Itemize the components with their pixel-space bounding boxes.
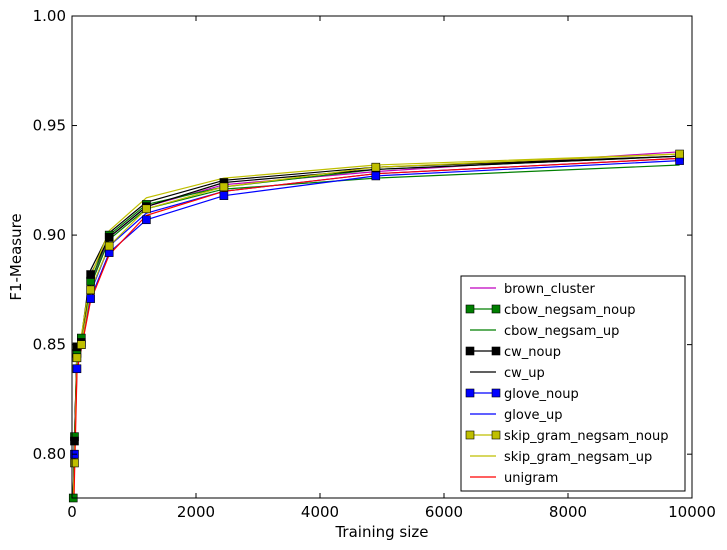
x-axis-label: Training size: [334, 523, 428, 541]
x-tick-label: 0: [67, 503, 77, 521]
legend-marker-glove_noup: [491, 388, 501, 398]
legend-label: skip_gram_negsam_up: [504, 450, 652, 465]
series-line-unigram: [73, 157, 680, 498]
legend-label: cbow_negsam_noup: [504, 303, 636, 318]
data-point-glove_noup: [86, 294, 95, 303]
x-tick-label: 10000: [668, 503, 716, 521]
axis-layer: 0 2000 4000 6000 8000 10000 0.80 0.85 0.90 0.95 1.…: [33, 7, 716, 521]
data-point-cw_noup: [104, 232, 114, 242]
data-point-skip_gram_negsam_noup: [77, 340, 86, 349]
data-point-cw_noup: [70, 436, 79, 446]
data-point-skip_gram_negsam_noup: [72, 353, 82, 363]
y-tick-label: 0.90: [33, 226, 66, 244]
legend-label: skip_gram_negsam_noup: [504, 429, 668, 444]
x-tick-label: 4000: [301, 503, 339, 521]
legend-label: cw_noup: [504, 345, 561, 360]
legend-label: cbow_negsam_up: [504, 324, 619, 339]
legend-marker-cw_noup: [491, 346, 501, 356]
series-layer: [72, 151, 680, 498]
y-tick-label: 0.85: [33, 336, 66, 354]
x-tick-label: 2000: [177, 503, 215, 521]
legend-marker-skip_gram_negsam_noup: [491, 430, 501, 440]
legend: brown_cluster cbow_negsam_noup cbow_negsam…: [460, 275, 686, 492]
x-tick-label: 6000: [425, 503, 463, 521]
y-tick-label: 1.00: [33, 7, 66, 25]
plot-frame: [71, 15, 693, 499]
legend-marker-cw_noup: [465, 346, 475, 356]
y-tick-label: 0.95: [33, 117, 66, 135]
y-axis-label: F1-Measure: [7, 213, 25, 300]
data-point-skip_gram_negsam_noup: [70, 458, 79, 468]
data-point-glove_noup: [142, 215, 151, 225]
data-point-skip_gram_negsam_noup: [104, 241, 114, 251]
legend-marker-cbow_negsam_noup: [491, 304, 501, 314]
legend-marker-cbow_negsam_noup: [465, 304, 475, 314]
data-point-skip_gram_negsam_noup: [371, 162, 381, 172]
legend-marker-skip_gram_negsam_noup: [465, 430, 475, 440]
legend-label: brown_cluster: [504, 282, 596, 297]
legend-label: unigram: [504, 471, 558, 486]
legend-label: cw_up: [504, 366, 545, 381]
legend-label: glove_noup: [504, 387, 579, 402]
data-point-skip_gram_negsam_noup: [219, 182, 229, 192]
y-tick-label: 0.80: [33, 445, 66, 463]
data-point-cw_noup: [86, 270, 95, 279]
data-point-glove_noup: [72, 364, 82, 374]
legend-marker-glove_noup: [465, 388, 475, 398]
data-point-skip_gram_negsam_noup: [142, 204, 151, 214]
data-point-skip_gram_negsam_noup: [675, 149, 684, 159]
data-point-glove_noup: [371, 171, 381, 181]
legend-label: glove_up: [504, 408, 563, 423]
data-point-skip_gram_negsam_noup: [86, 285, 95, 295]
data-point-glove_noup: [219, 191, 229, 200]
x-tick-label: 8000: [549, 503, 587, 521]
